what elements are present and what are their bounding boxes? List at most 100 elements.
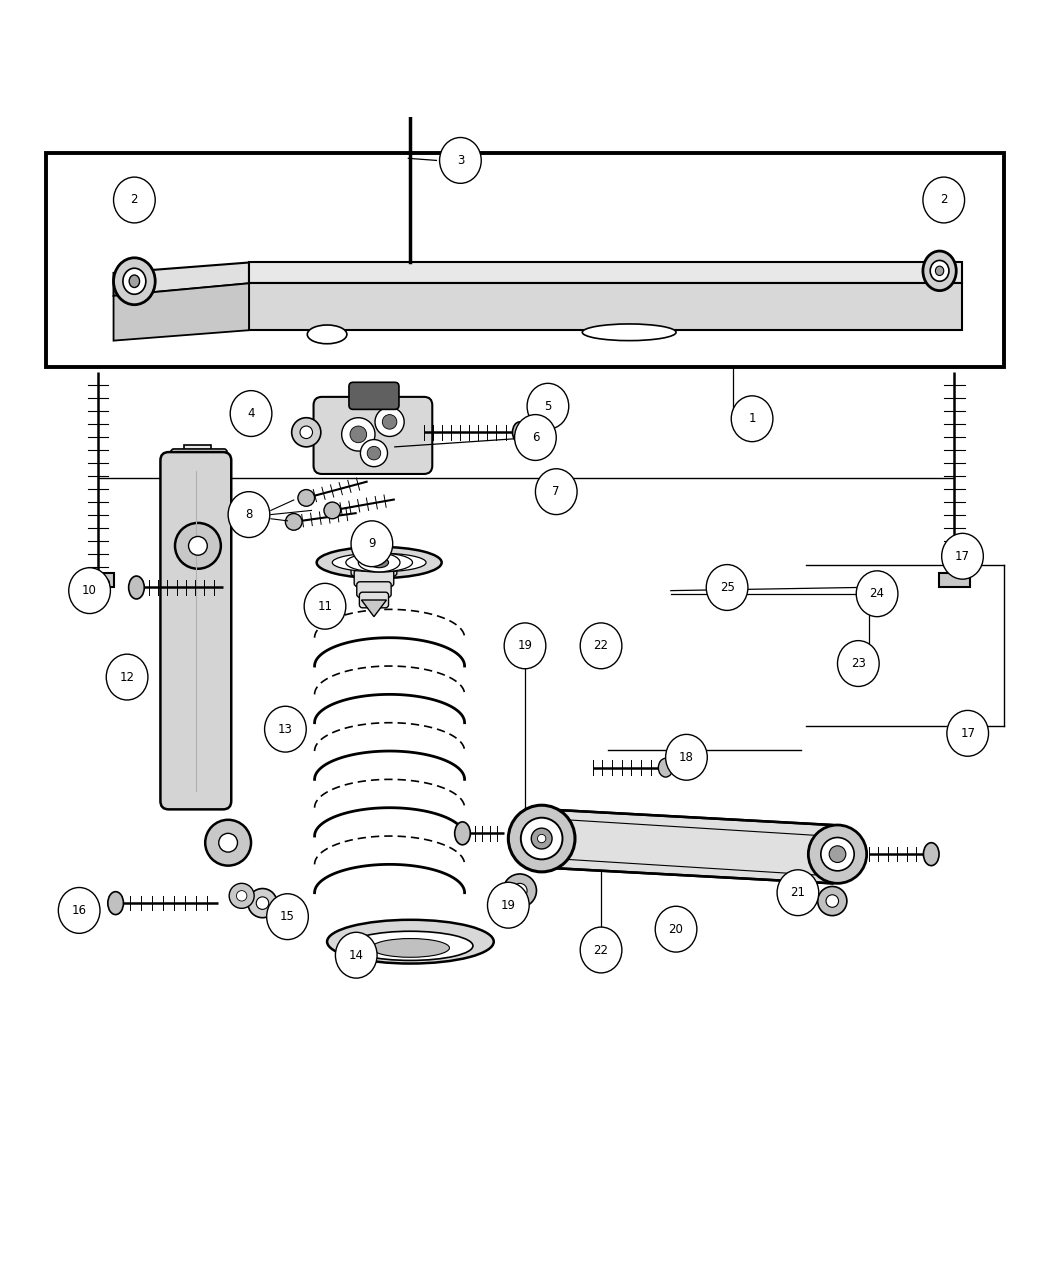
Ellipse shape [487,882,529,928]
Ellipse shape [265,706,307,752]
Circle shape [256,896,269,909]
Text: 18: 18 [679,751,694,764]
Circle shape [808,825,866,884]
Circle shape [248,889,277,918]
Ellipse shape [332,553,426,572]
Text: 8: 8 [246,507,253,521]
Ellipse shape [86,578,109,588]
Ellipse shape [514,414,556,460]
FancyBboxPatch shape [171,449,227,474]
Ellipse shape [106,654,148,700]
Text: 7: 7 [552,486,560,499]
FancyBboxPatch shape [185,445,211,570]
Ellipse shape [328,919,494,964]
Ellipse shape [942,533,984,579]
Ellipse shape [923,843,939,866]
Ellipse shape [936,266,944,275]
Polygon shape [113,263,249,296]
Text: 21: 21 [791,886,805,899]
Ellipse shape [666,734,708,780]
Ellipse shape [304,584,345,629]
Circle shape [512,884,527,898]
Text: 19: 19 [501,899,516,912]
Ellipse shape [581,623,622,669]
Text: 2: 2 [940,194,947,207]
Ellipse shape [129,275,140,287]
Ellipse shape [527,384,569,430]
Text: 10: 10 [82,584,97,597]
Ellipse shape [335,932,377,978]
Ellipse shape [324,502,340,519]
Ellipse shape [317,547,442,578]
Ellipse shape [230,390,272,436]
Circle shape [292,418,321,446]
Text: 24: 24 [869,588,884,601]
FancyBboxPatch shape [351,557,397,576]
Circle shape [236,891,247,901]
Ellipse shape [59,887,100,933]
Polygon shape [113,283,249,340]
Text: 13: 13 [278,723,293,736]
FancyBboxPatch shape [396,88,425,105]
Circle shape [830,845,846,862]
Ellipse shape [113,177,155,223]
Ellipse shape [581,927,622,973]
Text: 15: 15 [280,910,295,923]
Ellipse shape [930,260,949,282]
Circle shape [350,426,366,442]
Ellipse shape [228,492,270,538]
Text: 25: 25 [719,581,735,594]
Ellipse shape [108,891,124,914]
Ellipse shape [351,520,393,566]
FancyBboxPatch shape [357,581,392,598]
Ellipse shape [123,268,146,295]
Circle shape [368,446,381,460]
Ellipse shape [129,576,144,599]
FancyBboxPatch shape [314,397,433,474]
Polygon shape [249,283,963,330]
Ellipse shape [68,567,110,613]
Ellipse shape [512,422,527,442]
Text: 23: 23 [850,657,866,671]
Ellipse shape [536,469,578,515]
Text: 11: 11 [317,599,333,613]
Ellipse shape [923,251,957,291]
Ellipse shape [370,557,388,567]
Text: 5: 5 [544,400,551,413]
FancyBboxPatch shape [82,572,113,588]
Ellipse shape [286,514,302,530]
FancyBboxPatch shape [349,382,399,409]
Ellipse shape [731,395,773,441]
Ellipse shape [504,623,546,669]
Text: 17: 17 [956,550,970,562]
Text: 14: 14 [349,949,363,961]
FancyBboxPatch shape [46,153,1004,367]
FancyBboxPatch shape [354,570,394,586]
Circle shape [218,834,237,852]
Circle shape [508,806,575,872]
Text: 20: 20 [669,923,684,936]
Ellipse shape [455,822,470,845]
Ellipse shape [372,938,449,958]
Ellipse shape [947,710,988,756]
Text: 22: 22 [593,944,609,956]
Text: 17: 17 [960,727,975,739]
Text: 1: 1 [749,412,756,426]
Text: 4: 4 [248,407,255,419]
Circle shape [531,829,552,849]
Ellipse shape [440,138,481,184]
Text: 3: 3 [457,154,464,167]
Polygon shape [546,810,833,884]
Circle shape [826,895,839,908]
Text: 22: 22 [593,639,609,653]
FancyBboxPatch shape [359,592,388,608]
Ellipse shape [345,553,413,572]
Ellipse shape [113,258,155,305]
Circle shape [375,407,404,436]
Text: 19: 19 [518,639,532,653]
Circle shape [229,884,254,908]
Ellipse shape [923,177,965,223]
Ellipse shape [298,490,315,506]
Circle shape [175,523,220,569]
Circle shape [521,817,563,859]
